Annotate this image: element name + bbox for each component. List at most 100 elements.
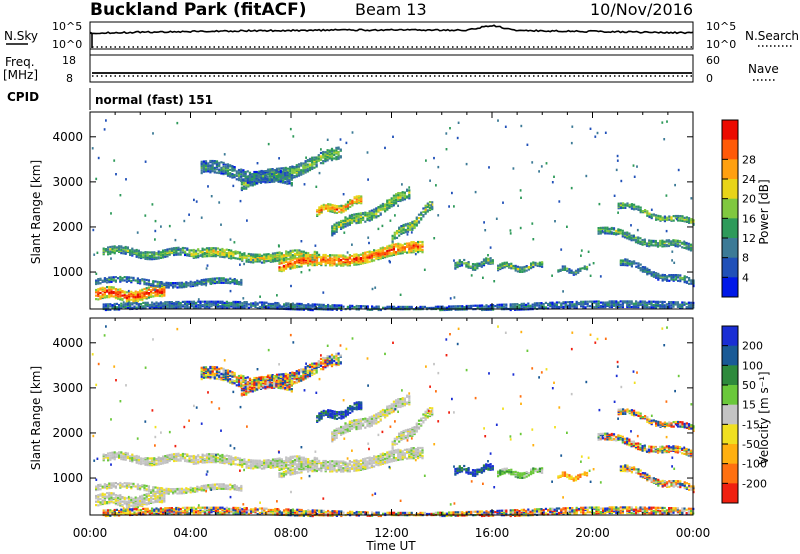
power-cell [318, 207, 321, 210]
power-cell [668, 215, 671, 218]
power-cell [295, 170, 298, 174]
power-cell [110, 276, 113, 279]
power-cell [246, 175, 249, 179]
power-cell [293, 167, 296, 170]
power-cell [242, 182, 246, 185]
power-cell [293, 169, 296, 172]
power-cell [267, 302, 270, 305]
power-cell [93, 253, 96, 256]
velocity-cell [117, 496, 120, 500]
power-cell [670, 276, 673, 279]
power-cell [252, 302, 255, 305]
power-cell [237, 175, 241, 178]
power-cell [553, 303, 556, 306]
power-cell [413, 225, 416, 228]
power-cell [197, 304, 200, 307]
power-cell [136, 231, 139, 234]
power-cell [118, 248, 121, 251]
power-cell [379, 249, 382, 252]
power-cell [409, 223, 412, 226]
power-cell [496, 306, 499, 309]
velocity-cell [103, 483, 106, 486]
velocity-cell [104, 455, 107, 458]
power-cell [379, 204, 382, 207]
power-cell [368, 212, 371, 215]
power-cell [402, 227, 405, 230]
power-cell [505, 306, 508, 309]
power-cell [655, 216, 658, 219]
power-cell [357, 218, 360, 221]
power-cell [177, 249, 180, 252]
power-cell [291, 256, 294, 259]
power-cell [107, 306, 110, 309]
power-cell [150, 293, 153, 296]
power-cell [397, 249, 400, 252]
power-cell [644, 268, 647, 271]
power-cell [650, 271, 653, 274]
power-cell [270, 175, 274, 178]
power-cell [428, 204, 432, 207]
power-cell [195, 305, 198, 308]
power-cell [635, 207, 638, 211]
power-cell [648, 239, 651, 242]
power-cell [261, 301, 264, 304]
power-cell [368, 219, 371, 222]
power-cell [317, 157, 320, 160]
power-cell [210, 253, 213, 257]
power-cell [159, 256, 162, 259]
power-cell [199, 251, 202, 254]
power-cell [147, 296, 150, 299]
power-cell [159, 254, 162, 257]
power-cell [293, 255, 297, 258]
power-cell [685, 241, 688, 245]
power-cell [329, 204, 332, 207]
power-cell [302, 172, 305, 175]
power-cell [139, 289, 142, 292]
power-cell [155, 253, 158, 256]
power-cell [424, 212, 427, 215]
power-cell [329, 305, 332, 308]
power-cell [221, 255, 224, 258]
power-cell [125, 178, 127, 181]
power-cell [422, 207, 425, 210]
power-cell [674, 303, 677, 306]
power-cell [650, 213, 653, 216]
power-cell [472, 304, 475, 307]
power-cell [159, 304, 162, 307]
power-cell [152, 295, 155, 298]
power-cell [337, 225, 340, 229]
power-cell [232, 300, 235, 303]
power-cell [101, 279, 104, 282]
power-cell [305, 306, 308, 309]
power-cell [533, 302, 536, 305]
power-cell [153, 302, 156, 305]
power-cell [164, 252, 167, 255]
power-cell [265, 255, 268, 258]
power-cell [540, 304, 543, 307]
power-cell [456, 261, 459, 264]
power-cell [563, 267, 567, 270]
power-cell [253, 175, 256, 178]
power-cell [279, 180, 282, 183]
power-cell [386, 205, 389, 208]
power-cell [243, 262, 245, 266]
power-cell [154, 293, 157, 296]
power-cell [304, 160, 307, 163]
power-cell [200, 281, 203, 284]
power-cell [390, 252, 393, 255]
power-cell [423, 305, 426, 308]
power-cell [226, 170, 230, 173]
velocity-cell [106, 501, 109, 504]
velocity-cell [233, 484, 236, 487]
velocity-cell [101, 501, 104, 504]
power-cell [379, 205, 382, 208]
power-cell [530, 264, 533, 267]
power-cell [621, 233, 624, 236]
power-cell [329, 210, 332, 213]
power-cell [153, 251, 156, 254]
power-cell [342, 257, 345, 260]
power-cell [145, 296, 148, 299]
velocity-cell [176, 487, 179, 491]
velocity-cell [141, 494, 144, 497]
power-cell [175, 253, 178, 256]
